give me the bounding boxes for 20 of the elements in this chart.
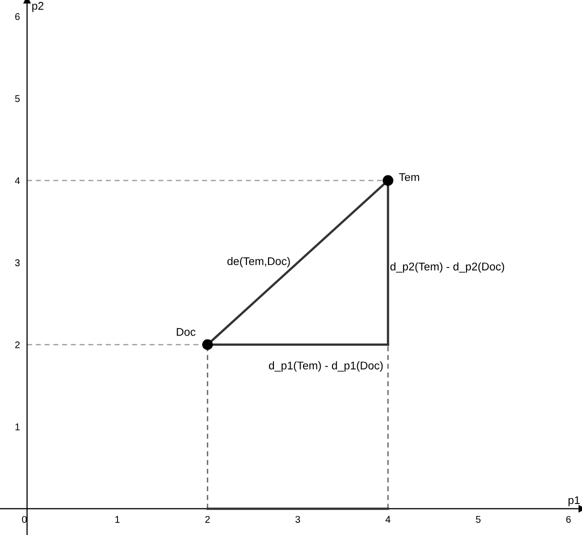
y-tick-label: 3 [15, 259, 20, 266]
annotation: Doc [176, 328, 196, 336]
annotation: d_p1(Tem) - d_p1(Doc) [268, 361, 383, 372]
y-tick-label: 1 [15, 424, 20, 430]
y-tick-label: 6 [15, 13, 20, 20]
annotation: de(Tem,Doc) [227, 256, 290, 268]
x-tick-label: 5 [476, 516, 481, 523]
x-tick-label: 6 [566, 516, 571, 523]
x-tick-label: 3 [295, 516, 300, 523]
y-tick-label: 2 [15, 341, 20, 348]
y-tick-label: 5 [15, 95, 20, 102]
annotation: Tem [399, 173, 420, 182]
x-tick-label: 0 [22, 516, 27, 523]
y-tick-label: 4 [14, 177, 20, 184]
x-tick-label: 4 [386, 516, 390, 523]
x-tick-label: 2 [205, 516, 210, 523]
y-axis-title: p2 [32, 2, 44, 12]
x-tick-label: 1 [115, 516, 120, 523]
annotation: d_p2(Tem) - d_p2(Doc) [390, 262, 504, 273]
x-axis-title: p1 [568, 496, 580, 506]
